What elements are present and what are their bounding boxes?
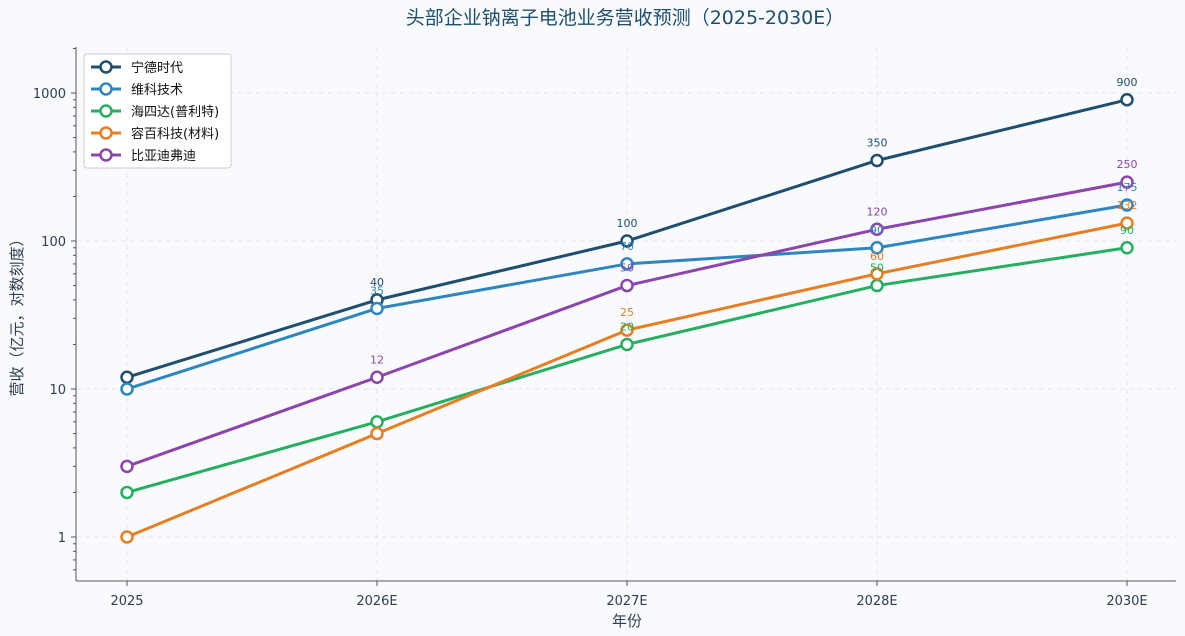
series-group (120, 216, 1134, 544)
data-label: 40 (370, 276, 384, 289)
data-point (870, 241, 884, 255)
legend-label: 宁德时代 (131, 60, 183, 76)
data-point (1120, 93, 1134, 107)
data-label: 25 (620, 306, 634, 319)
y-tick-label: 1 (58, 531, 66, 546)
legend-label: 海四达(普利特) (131, 105, 219, 120)
legend-box (83, 53, 232, 169)
data-label: 20 (620, 320, 634, 333)
legend-label: 容百科技(材料) (131, 126, 219, 142)
legend-swatch-marker (99, 104, 113, 118)
data-point (1120, 175, 1134, 189)
data-point (1120, 241, 1134, 255)
data-point (620, 234, 634, 248)
legend-swatch-marker (99, 82, 113, 96)
data-label: 50 (620, 262, 634, 275)
x-axis-label: 年份 (612, 612, 642, 630)
legend-entry: 海四达(普利特) (91, 104, 219, 120)
x-ticks: 2025 2026E 2027E 2028E 2030E (110, 581, 1148, 609)
data-label: 350 (867, 136, 888, 149)
legend-entry: 容百科技(材料) (91, 126, 219, 142)
y-ticks: 1 10 100 1000 (33, 47, 76, 571)
data-point (370, 301, 384, 316)
data-point (620, 323, 634, 337)
data-label: 12 (370, 353, 384, 366)
legend-entry: 比亚迪弗迪 (91, 148, 196, 164)
data-label: 50 (870, 262, 884, 275)
data-label: 70 (620, 240, 634, 253)
legend-entry: 宁德时代 (91, 60, 183, 76)
data-labels: 40 100 350 900 35 70 90 175 20 50 90 25 60 132 12 50 120… (370, 76, 1138, 367)
data-point (1120, 216, 1134, 230)
data-label: 35 (370, 284, 384, 297)
data-label: 900 (1117, 76, 1138, 89)
legend-swatch-marker (99, 60, 113, 74)
data-point (870, 278, 884, 293)
data-point (620, 257, 634, 271)
series (120, 93, 1134, 544)
x-tick-label: 2030E (1106, 594, 1147, 609)
chart-title: 头部企业钠离子电池业务营收预测（2025-2030E） (406, 7, 845, 29)
y-tick-label: 1000 (33, 87, 66, 102)
data-point (870, 222, 884, 237)
x-tick-label: 2025 (110, 594, 143, 609)
legend-label: 维科技术 (131, 83, 183, 98)
data-label: 120 (867, 205, 888, 218)
data-point (870, 153, 884, 168)
series-group (120, 175, 1134, 474)
data-point (120, 530, 134, 544)
data-point (120, 459, 134, 474)
data-point (120, 382, 134, 396)
data-point (620, 337, 634, 352)
data-point (370, 370, 384, 385)
x-tick-label: 2028E (856, 594, 897, 609)
data-label: 90 (1120, 224, 1134, 237)
x-tick-label: 2027E (606, 594, 647, 609)
data-label: 90 (870, 224, 884, 237)
y-tick-label: 100 (41, 235, 66, 250)
data-point (370, 426, 384, 441)
data-label: 175 (1117, 181, 1138, 194)
data-label: 100 (617, 217, 638, 230)
series-group (120, 198, 1134, 396)
data-label: 132 (1117, 199, 1138, 212)
y-axis-label: 营收（亿元，对数刻度） (8, 231, 26, 396)
data-point (1120, 198, 1134, 212)
x-tick-label: 2026E (356, 594, 397, 609)
series-line (126, 203, 1128, 391)
data-label: 60 (870, 250, 884, 263)
data-point (120, 370, 134, 385)
legend-swatch-marker (99, 148, 113, 162)
data-point (620, 278, 634, 293)
data-label: 250 (1117, 158, 1138, 171)
data-point (870, 267, 884, 281)
legend-entry: 维科技术 (91, 82, 183, 98)
legend-label: 比亚迪弗迪 (131, 149, 196, 164)
legend-swatch-marker (99, 126, 113, 140)
y-tick-label: 10 (49, 383, 66, 398)
data-point (120, 485, 134, 500)
data-point (370, 415, 384, 429)
